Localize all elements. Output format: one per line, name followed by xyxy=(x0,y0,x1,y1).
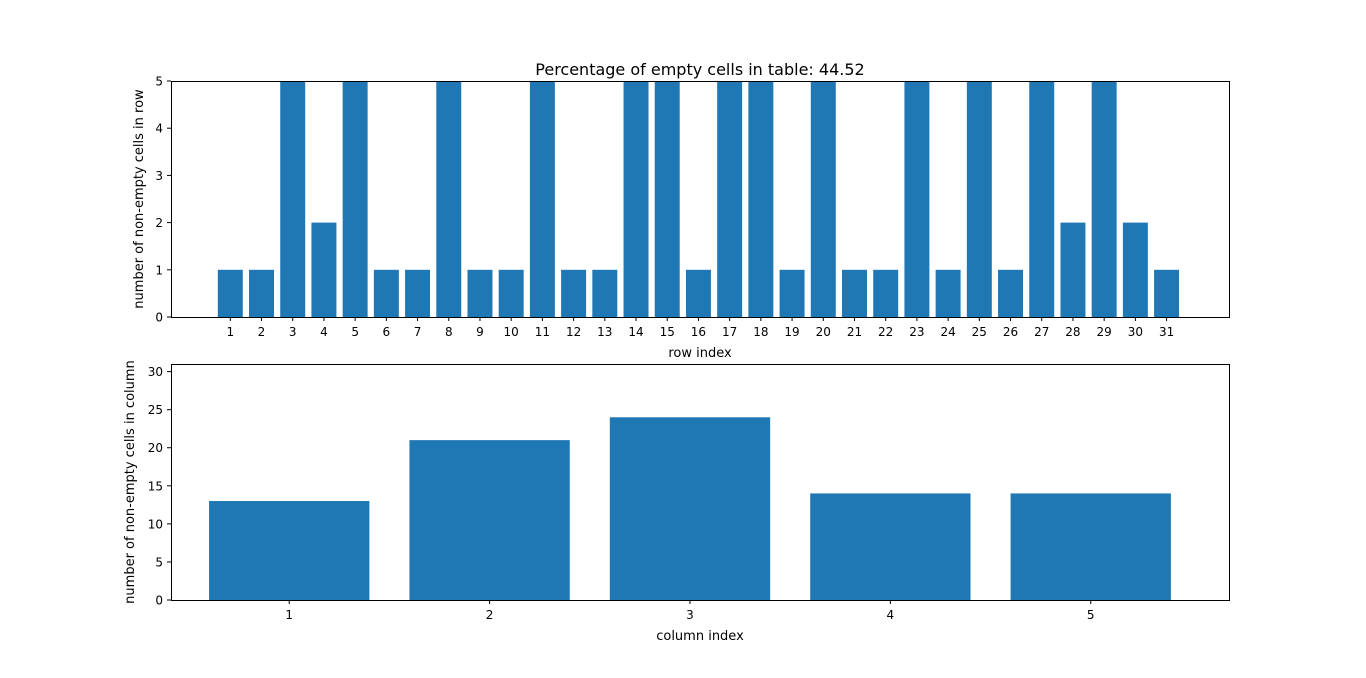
x-tick-label: 23 xyxy=(909,325,924,339)
x-tick-label: 20 xyxy=(816,325,831,339)
x-tick-label: 21 xyxy=(847,325,862,339)
x-tick-label: 6 xyxy=(383,325,391,339)
bar xyxy=(498,269,524,317)
bar xyxy=(842,269,867,317)
x-tick-label: 2 xyxy=(486,608,494,622)
x-tick-label: 11 xyxy=(535,325,550,339)
bar xyxy=(1060,222,1086,317)
bar xyxy=(1122,222,1148,317)
y-tick-label: 4 xyxy=(155,122,163,136)
x-tick-label: 30 xyxy=(1128,325,1143,339)
x-tick-label: 12 xyxy=(566,325,581,339)
bar xyxy=(998,269,1024,317)
bar xyxy=(1010,493,1171,600)
y-tick-label: 5 xyxy=(155,75,163,89)
x-axis-label: row index xyxy=(668,346,732,361)
x-tick-label: 4 xyxy=(320,325,328,339)
x-tick-label: 4 xyxy=(887,608,895,622)
bar xyxy=(654,81,680,317)
x-tick-label: 25 xyxy=(972,325,987,339)
bar xyxy=(623,81,649,317)
x-tick-label: 5 xyxy=(351,325,359,339)
x-axis-label: column index xyxy=(656,629,744,644)
y-tick-label: 0 xyxy=(155,594,163,608)
bar xyxy=(436,81,462,317)
bar xyxy=(717,81,743,317)
bar xyxy=(966,81,992,317)
x-tick-label: 31 xyxy=(1159,325,1174,339)
axes-frame xyxy=(171,364,1230,601)
x-tick-label: 3 xyxy=(289,325,297,339)
x-tick-label: 19 xyxy=(784,325,799,339)
chart-title: Percentage of empty cells in table: 44.5… xyxy=(535,60,864,79)
bar xyxy=(217,269,243,317)
x-tick-label: 10 xyxy=(504,325,519,339)
bar xyxy=(342,81,368,317)
x-tick-label: 1 xyxy=(285,608,293,622)
y-tick-label: 5 xyxy=(155,555,163,569)
y-tick-label: 25 xyxy=(148,403,163,417)
y-tick-label: 3 xyxy=(155,169,163,183)
bar xyxy=(935,269,961,317)
bar xyxy=(810,81,836,317)
bar xyxy=(609,417,771,600)
y-axis-label: number of non-empty cells in column xyxy=(123,360,138,604)
x-tick-label: 13 xyxy=(597,325,612,339)
bar xyxy=(748,81,774,317)
bar xyxy=(311,222,337,317)
x-tick-label: 24 xyxy=(940,325,955,339)
bar xyxy=(209,501,370,600)
y-tick-label: 2 xyxy=(155,216,163,230)
bar xyxy=(561,269,587,317)
bar xyxy=(873,269,899,317)
x-tick-label: 17 xyxy=(722,325,737,339)
y-tick-label: 30 xyxy=(148,365,163,379)
y-tick-label: 10 xyxy=(148,517,163,531)
x-tick-label: 27 xyxy=(1034,325,1049,339)
x-tick-label: 2 xyxy=(258,325,266,339)
bar xyxy=(249,269,274,317)
bar xyxy=(1029,81,1055,317)
x-tick-label: 9 xyxy=(476,325,484,339)
bar xyxy=(405,269,431,317)
y-tick-label: 20 xyxy=(148,441,163,455)
x-tick-label: 18 xyxy=(753,325,768,339)
bar xyxy=(1091,81,1117,317)
x-tick-label: 8 xyxy=(445,325,453,339)
y-tick-label: 15 xyxy=(148,479,163,493)
bar xyxy=(592,269,618,317)
axes-frame xyxy=(171,81,1230,318)
x-tick-label: 26 xyxy=(1003,325,1018,339)
x-tick-label: 14 xyxy=(628,325,643,339)
bar xyxy=(810,493,971,600)
x-tick-label: 29 xyxy=(1097,325,1112,339)
bar xyxy=(409,440,570,600)
bar xyxy=(685,269,711,317)
bar xyxy=(373,269,399,317)
bar xyxy=(280,81,306,317)
x-tick-label: 16 xyxy=(691,325,706,339)
x-tick-label: 15 xyxy=(660,325,675,339)
x-tick-label: 5 xyxy=(1087,608,1095,622)
x-tick-label: 7 xyxy=(414,325,422,339)
bar xyxy=(904,81,930,317)
x-tick-label: 28 xyxy=(1065,325,1080,339)
x-tick-label: 22 xyxy=(878,325,893,339)
bar xyxy=(1154,269,1180,317)
bar xyxy=(529,81,555,317)
x-tick-label: 1 xyxy=(226,325,234,339)
y-tick-label: 1 xyxy=(155,263,163,277)
y-axis-label: number of non-empty cells in row xyxy=(132,89,147,309)
bar xyxy=(779,269,805,317)
x-tick-label: 3 xyxy=(686,608,694,622)
bar xyxy=(467,269,493,317)
y-tick-label: 0 xyxy=(155,311,163,325)
